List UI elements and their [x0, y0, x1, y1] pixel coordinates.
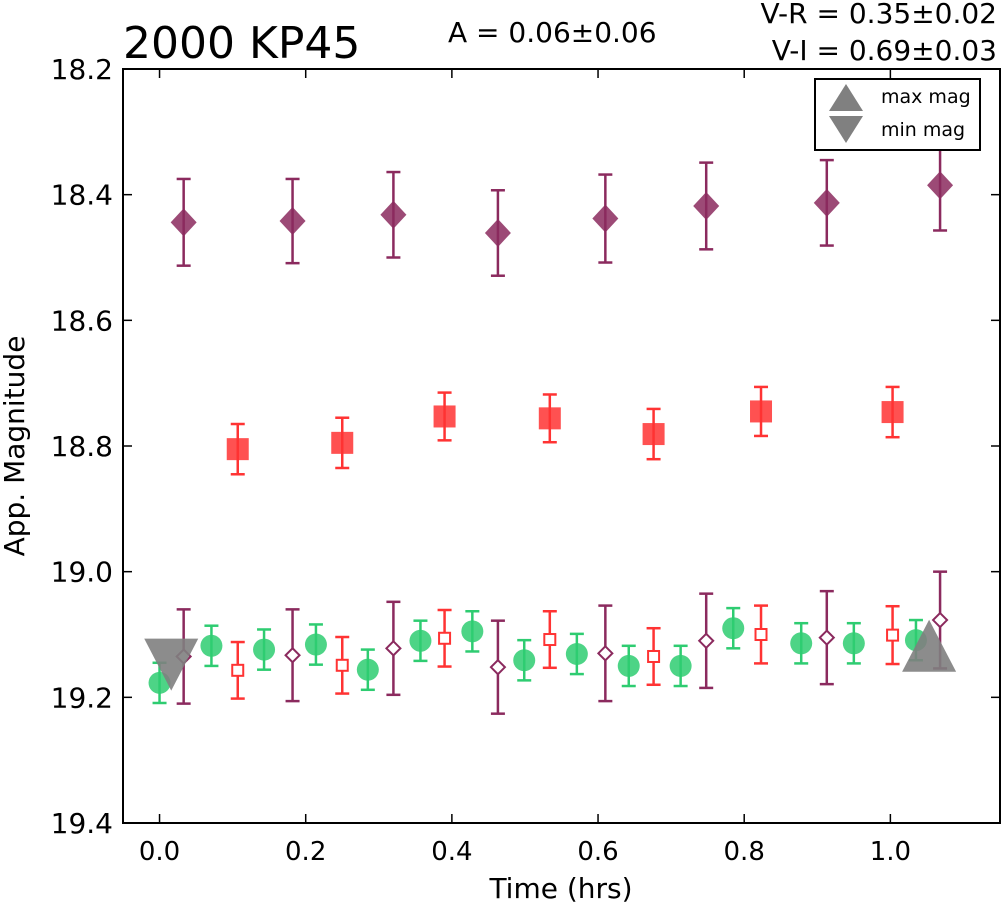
data-point-diamond — [380, 200, 407, 229]
y-tick-label: 19.4 — [51, 807, 113, 840]
data-point-diamond — [697, 632, 715, 650]
x-tick-label: 0.6 — [577, 837, 618, 867]
data-point-circle — [409, 629, 432, 652]
x-axis-label: Time (hrs) — [488, 872, 632, 904]
data-point-diamond — [384, 639, 402, 657]
x-tick-label: 0.2 — [285, 837, 326, 867]
data-point-square — [754, 628, 768, 641]
data-point-diamond — [596, 644, 614, 662]
y-tick-label: 18.6 — [51, 304, 113, 337]
data-point-square — [433, 405, 456, 428]
v-r-annotation: V-R = 0.35±0.02 — [761, 0, 997, 30]
data-point-circle — [722, 617, 745, 640]
y-tick-label: 18.8 — [51, 430, 113, 463]
data-point-diamond — [818, 629, 836, 647]
data-point-diamond — [284, 646, 301, 664]
data-point-circle — [669, 654, 692, 677]
min-mag-marker — [144, 638, 199, 691]
x-tick-label: 0.4 — [431, 837, 472, 867]
data-point-square — [331, 431, 354, 454]
y-axis-label: App. Magnitude — [0, 336, 31, 557]
y-tick-label: 18.2 — [51, 53, 113, 86]
data-point-square — [231, 663, 245, 677]
min-mag-legend-marker — [829, 116, 863, 143]
data-point-square — [642, 423, 665, 446]
data-point-square — [438, 631, 452, 645]
axes: 0.0 0.2 0.4 0.6 0.8 1.0 18.2 18.4 18.6 18.8 19.0 19… — [51, 53, 1000, 867]
legend-label-max-mag: max mag — [881, 86, 971, 108]
data-point-circle — [200, 634, 223, 657]
data-point-diamond — [592, 204, 619, 233]
data-point-diamond — [927, 171, 954, 200]
data-point-circle — [513, 649, 536, 672]
data-point-circle — [842, 632, 865, 655]
data-point-square — [335, 658, 349, 672]
data-point-diamond — [813, 188, 840, 217]
data-point-square — [543, 633, 557, 647]
data-point-square — [226, 438, 249, 461]
data-point-circle — [253, 638, 276, 661]
data-point-diamond — [484, 218, 511, 247]
data-point-circle — [461, 620, 484, 643]
data-point-circle — [790, 632, 813, 655]
data-point-square — [647, 649, 661, 663]
data-point-square — [538, 407, 561, 430]
x-tick-label: 0.0 — [139, 837, 180, 867]
data-point-square — [750, 400, 773, 423]
plot-area — [144, 138, 957, 715]
y-tick-label: 18.4 — [51, 179, 113, 212]
chart-title: 2000 KP45 — [123, 18, 360, 69]
data-point-circle — [304, 633, 327, 656]
amplitude-annotation: A = 0.06±0.06 — [448, 16, 657, 49]
data-point-diamond — [693, 191, 720, 220]
data-point-circle — [565, 642, 588, 665]
legend: max mag min mag — [814, 78, 981, 151]
plot-frame — [122, 68, 1001, 824]
data-point-diamond — [931, 611, 949, 629]
y-tick-label: 19.2 — [51, 681, 113, 714]
legend-label-min-mag: min mag — [881, 119, 965, 141]
x-tick-label: 0.8 — [724, 837, 765, 867]
data-point-circle — [617, 654, 640, 677]
v-i-annotation: V-I = 0.69±0.03 — [772, 34, 997, 67]
data-point-diamond — [489, 658, 507, 676]
max-mag-marker — [902, 619, 957, 672]
data-point-circle — [356, 658, 379, 681]
x-tick-label: 1.0 — [870, 837, 911, 867]
data-point-diamond — [279, 207, 306, 236]
y-tick-label: 19.0 — [51, 556, 113, 589]
data-point-square — [881, 401, 904, 424]
data-point-square — [886, 628, 900, 642]
max-mag-legend-marker — [829, 84, 863, 111]
data-point-diamond — [170, 208, 197, 237]
